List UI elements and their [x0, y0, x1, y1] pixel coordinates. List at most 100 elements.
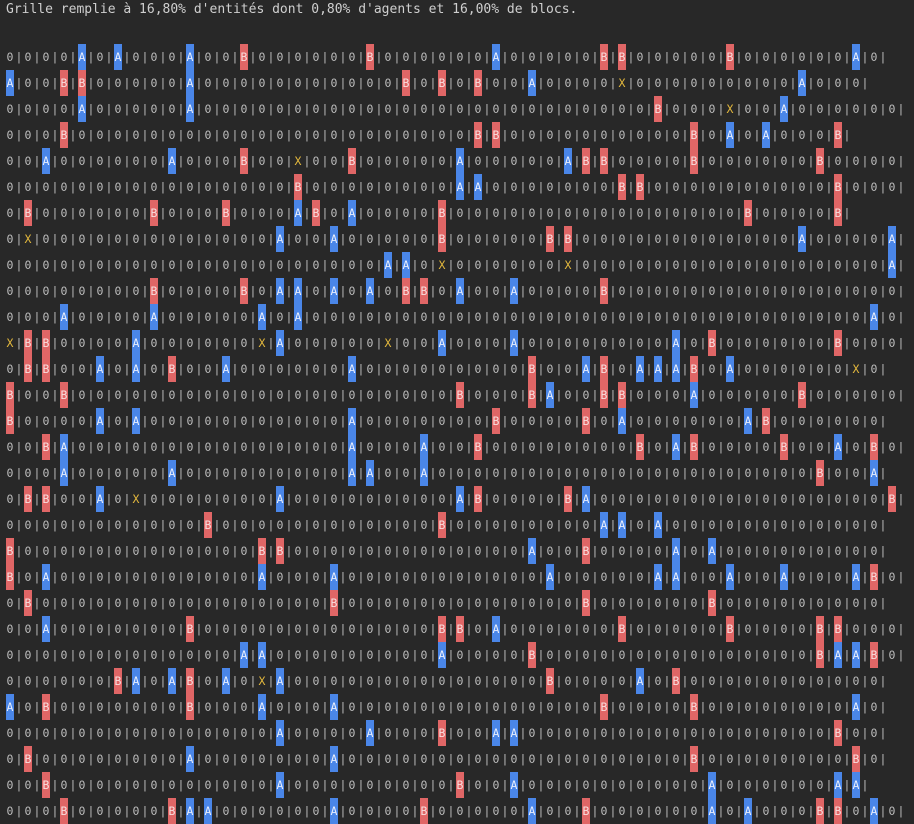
cell-separator: |	[267, 752, 275, 766]
cell-separator: |	[753, 388, 761, 402]
cell-separator: |	[411, 76, 419, 90]
cell-separator: |	[285, 622, 293, 636]
block-cell: B	[690, 746, 698, 772]
cell-separator: |	[249, 388, 257, 402]
empty-cell: 0	[762, 466, 770, 480]
cell-separator: |	[15, 492, 23, 506]
agent-cell: A	[276, 486, 284, 512]
empty-cell: 0	[6, 284, 14, 298]
cell-separator: |	[51, 102, 59, 116]
cell-separator: |	[69, 700, 77, 714]
block-cell: B	[528, 356, 536, 382]
cell-separator: |	[267, 492, 275, 506]
empty-cell: 0	[708, 622, 716, 636]
empty-cell: 0	[24, 440, 32, 454]
cell-separator: |	[213, 76, 221, 90]
cell-separator: |	[537, 128, 545, 142]
empty-cell: 0	[78, 206, 86, 220]
empty-cell: 0	[384, 726, 392, 740]
empty-cell: 0	[888, 154, 896, 168]
empty-cell: 0	[744, 674, 752, 688]
cell-separator: |	[15, 206, 23, 220]
cell-separator: |	[33, 154, 41, 168]
cell-separator: |	[123, 752, 131, 766]
empty-cell: 0	[312, 492, 320, 506]
empty-cell: 0	[438, 596, 446, 610]
agent-cell: A	[600, 512, 608, 538]
empty-cell: 0	[564, 726, 572, 740]
cell-separator: |	[483, 466, 491, 480]
empty-cell: 0	[582, 648, 590, 662]
empty-cell: 0	[222, 284, 230, 298]
empty-cell: 0	[96, 778, 104, 792]
empty-cell: 0	[798, 570, 806, 584]
empty-cell: 0	[114, 518, 122, 532]
cell-separator: |	[33, 466, 41, 480]
empty-cell: 0	[276, 154, 284, 168]
cell-separator: |	[285, 180, 293, 194]
cell-separator: |	[177, 102, 185, 116]
empty-cell: 0	[600, 778, 608, 792]
cell-separator: |	[501, 284, 509, 298]
cell-separator: |	[177, 674, 185, 688]
cell-separator: |	[123, 492, 131, 506]
cell-separator: |	[843, 388, 851, 402]
cell-separator: |	[33, 310, 41, 324]
cell-separator: |	[429, 102, 437, 116]
empty-cell: 0	[816, 284, 824, 298]
block-cell: B	[546, 226, 554, 252]
cell-separator: |	[177, 336, 185, 350]
cell-separator: |	[879, 596, 887, 610]
block-cell: B	[150, 200, 158, 226]
empty-cell: 0	[24, 180, 32, 194]
cell-separator: |	[789, 726, 797, 740]
cell-separator: |	[105, 336, 113, 350]
cell-separator: |	[501, 206, 509, 220]
cell-separator: |	[789, 102, 797, 116]
empty-cell: 0	[402, 648, 410, 662]
empty-cell: 0	[636, 154, 644, 168]
empty-cell: 0	[564, 310, 572, 324]
empty-cell: 0	[222, 76, 230, 90]
cell-separator: |	[753, 648, 761, 662]
empty-cell: 0	[636, 50, 644, 64]
cell-separator: |	[699, 414, 707, 428]
cell-separator: |	[249, 440, 257, 454]
empty-cell: 0	[132, 284, 140, 298]
cell-separator: |	[267, 622, 275, 636]
cell-separator: |	[465, 492, 473, 506]
empty-cell: 0	[600, 414, 608, 428]
empty-cell: 0	[420, 544, 428, 558]
cell-separator: |	[15, 50, 23, 64]
cell-separator: |	[735, 570, 743, 584]
cell-separator: |	[519, 336, 527, 350]
empty-cell: 0	[474, 310, 482, 324]
empty-cell: 0	[744, 258, 752, 272]
empty-cell: 0	[258, 232, 266, 246]
empty-cell: 0	[492, 544, 500, 558]
empty-cell: 0	[6, 518, 14, 532]
block-cell: B	[150, 278, 158, 304]
cell-separator: |	[609, 362, 617, 376]
grid-row: 0 | 0 | 0 | A | 0 | 0 | 0 | 0 | 0 | A | 0 | 0 | 0 | 0 | 0 | 0 | 0 | 0 | 0 | A |…	[6, 460, 906, 486]
cell-separator: |	[141, 648, 149, 662]
marker-cell: X	[618, 76, 626, 90]
empty-cell: 0	[870, 700, 878, 714]
cell-separator: |	[249, 76, 257, 90]
cell-separator: |	[177, 232, 185, 246]
cell-separator: |	[663, 596, 671, 610]
empty-cell: 0	[510, 180, 518, 194]
empty-cell: 0	[510, 76, 518, 90]
agent-cell: A	[132, 330, 140, 356]
empty-cell: 0	[546, 648, 554, 662]
cell-separator: |	[87, 466, 95, 480]
empty-cell: 0	[744, 154, 752, 168]
empty-cell: 0	[384, 596, 392, 610]
marker-cell: X	[258, 674, 266, 688]
empty-cell: 0	[672, 492, 680, 506]
cell-separator: |	[321, 440, 329, 454]
empty-cell: 0	[600, 570, 608, 584]
cell-separator: |	[429, 674, 437, 688]
cell-separator: |	[69, 648, 77, 662]
block-cell: B	[870, 434, 878, 460]
